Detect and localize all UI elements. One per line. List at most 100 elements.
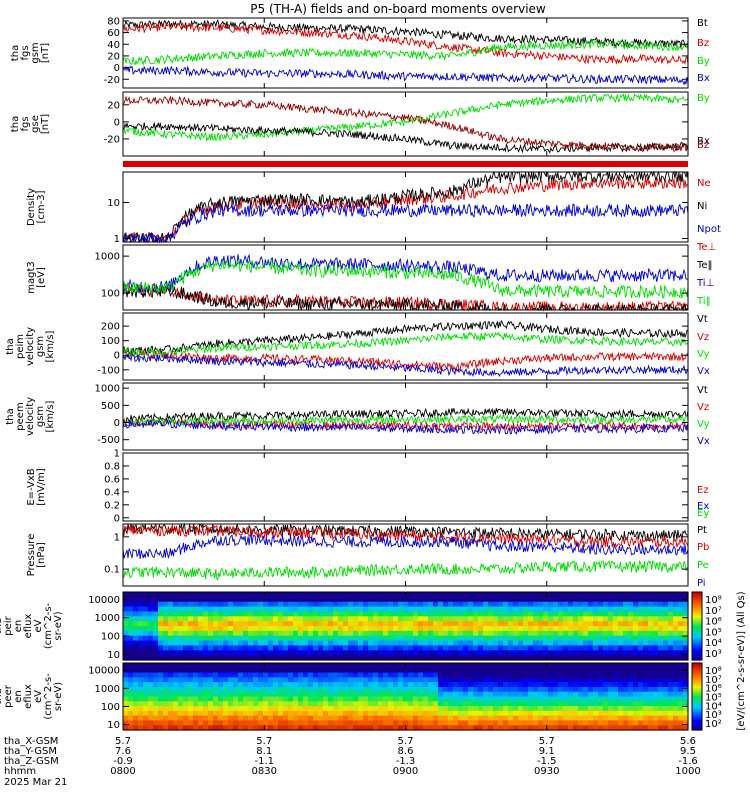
- spec-cell: [543, 701, 549, 707]
- spec-cell: [143, 691, 149, 698]
- spec-cell: [333, 710, 339, 717]
- spec-cell: [673, 626, 679, 632]
- spec-cell: [448, 650, 454, 656]
- spec-cell: [148, 715, 154, 722]
- colorbar-cell: [692, 654, 702, 658]
- spec-cell: [253, 601, 259, 608]
- spec-cell: [318, 686, 324, 693]
- spec-cell: [548, 715, 554, 722]
- spec-cell: [423, 630, 429, 637]
- spec-cell: [338, 725, 344, 731]
- ephem-value: 8.6: [398, 746, 414, 757]
- spec-cell: [493, 682, 499, 688]
- spec-cell: [473, 592, 479, 598]
- spec-cell: [373, 626, 379, 632]
- spec-cell: [343, 621, 349, 627]
- spec-cell: [343, 682, 349, 688]
- spec-cell: [678, 640, 684, 647]
- spec-cell: [138, 710, 144, 717]
- spec-cell: [298, 710, 304, 717]
- spec-cell: [578, 650, 584, 656]
- spec-cell: [548, 720, 554, 726]
- spec-cell: [208, 640, 214, 647]
- spec-cell: [428, 677, 434, 683]
- spec-cell: [623, 686, 629, 693]
- spec-cell: [413, 720, 419, 726]
- spec-cell: [383, 677, 389, 683]
- spec-cell: [498, 611, 504, 617]
- spec-cell: [453, 630, 459, 637]
- spec-cell: [478, 616, 484, 622]
- spec-cell: [278, 601, 284, 608]
- spec-cell: [633, 696, 639, 702]
- ytick-label: 20: [107, 51, 120, 62]
- spec-cell: [203, 686, 209, 693]
- spec-cell: [348, 672, 354, 678]
- spec-cell: [683, 715, 689, 722]
- spec-cell: [608, 682, 614, 688]
- spec-cell: [558, 630, 564, 637]
- spec-cell: [378, 601, 384, 608]
- spec-cell: [533, 725, 539, 731]
- spec-cell: [128, 691, 134, 698]
- spec-cell: [453, 706, 459, 712]
- spec-cell: [393, 645, 399, 651]
- spec-cell: [598, 621, 604, 627]
- spec-cell: [558, 592, 564, 598]
- ytick-label: 0: [114, 418, 120, 429]
- spec-cell: [493, 677, 499, 683]
- spec-cell: [293, 696, 299, 702]
- spec-cell: [453, 725, 459, 731]
- spec-cell: [273, 596, 279, 603]
- spec-cell: [393, 606, 399, 613]
- spec-cell: [598, 696, 604, 702]
- spec-cell: [683, 691, 689, 698]
- spec-cell: [163, 701, 169, 707]
- spec-cell: [203, 592, 209, 598]
- spec-cell: [323, 720, 329, 726]
- spec-cell: [143, 655, 149, 661]
- spec-cell: [143, 592, 149, 598]
- spec-cell: [228, 596, 234, 603]
- spec-cell: [338, 696, 344, 702]
- spec-cell: [593, 645, 599, 651]
- spec-cell: [458, 650, 464, 656]
- spec-cell: [228, 640, 234, 647]
- spec-cell: [473, 645, 479, 651]
- spec-cell: [398, 655, 404, 661]
- spec-cell: [373, 601, 379, 608]
- spec-cell: [358, 672, 364, 678]
- ytick-label: 40: [107, 40, 120, 51]
- spec-cell: [273, 635, 279, 642]
- spec-cell: [398, 667, 404, 674]
- spec-cell: [663, 601, 669, 608]
- spec-cell: [353, 650, 359, 656]
- spec-cell: [528, 640, 534, 647]
- colorbar-cell: [692, 696, 702, 699]
- spec-cell: [123, 725, 129, 731]
- spec-cell: [673, 677, 679, 683]
- spec-cell: [128, 686, 134, 693]
- spec-cell: [138, 592, 144, 598]
- spec-cell: [148, 611, 154, 617]
- spec-cell: [548, 725, 554, 731]
- spec-cell: [303, 606, 309, 613]
- spec-cell: [483, 621, 489, 627]
- spec-cell: [513, 630, 519, 637]
- ylabel-line: (cm^2-s-: [43, 602, 54, 649]
- spec-cell: [168, 715, 174, 722]
- spec-cell: [468, 640, 474, 647]
- spec-cell: [638, 640, 644, 647]
- spec-cell: [358, 650, 364, 656]
- spec-cell: [583, 715, 589, 722]
- spec-cell: [663, 691, 669, 698]
- spec-cell: [403, 596, 409, 603]
- spec-cell: [273, 663, 279, 669]
- spec-cell: [628, 663, 634, 669]
- spec-cell: [518, 677, 524, 683]
- spec-cell: [368, 706, 374, 712]
- spec-cell: [223, 725, 229, 731]
- spec-cell: [308, 645, 314, 651]
- spec-cell: [173, 616, 179, 622]
- ylabel-line: [eV]: [36, 267, 47, 288]
